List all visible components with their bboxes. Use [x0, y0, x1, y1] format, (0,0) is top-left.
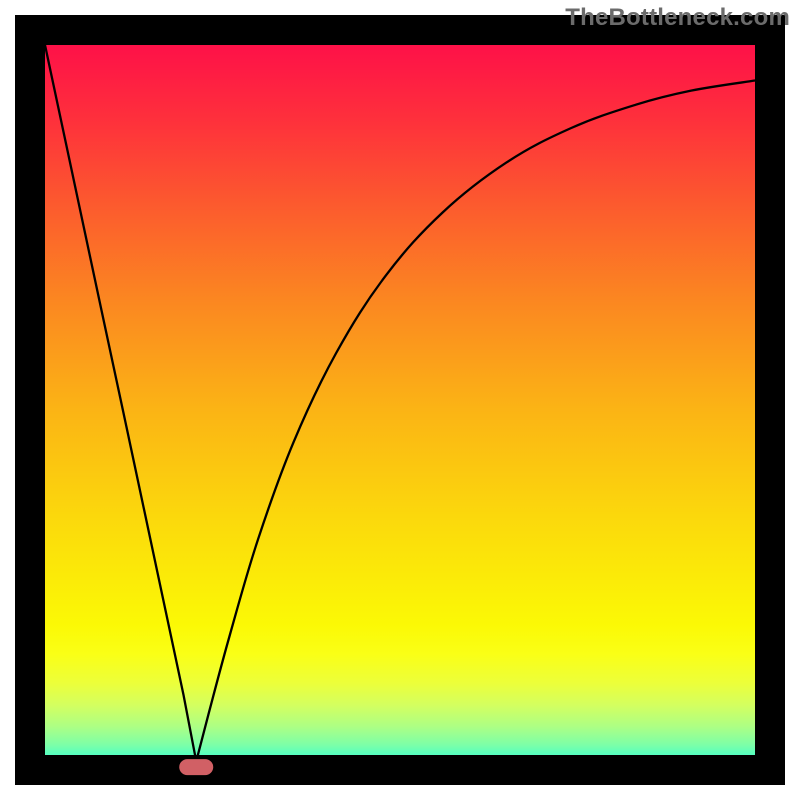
optimum-marker	[179, 759, 213, 775]
bottleneck-chart-svg	[0, 0, 800, 800]
gradient-background	[45, 45, 755, 770]
watermark-text: TheBottleneck.com	[565, 4, 790, 32]
chart-stage: TheBottleneck.com	[0, 0, 800, 800]
